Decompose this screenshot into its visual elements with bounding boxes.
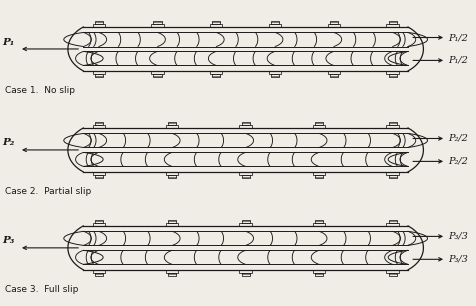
Text: P₁: P₁ [2,38,15,47]
Text: Case 1.  No slip: Case 1. No slip [5,86,75,95]
Text: P₂: P₂ [2,139,15,147]
Text: P₃/3: P₃/3 [447,232,467,241]
Text: P₂/2: P₂/2 [447,157,467,166]
Text: P₃/3: P₃/3 [447,255,467,264]
Text: P₁/2: P₁/2 [447,56,467,65]
Text: Case 2.  Partial slip: Case 2. Partial slip [5,187,91,196]
Text: Case 3.  Full slip: Case 3. Full slip [5,285,78,293]
Text: P₁/2: P₁/2 [447,33,467,42]
Text: P₂/2: P₂/2 [447,134,467,143]
Text: P₃: P₃ [2,237,15,245]
